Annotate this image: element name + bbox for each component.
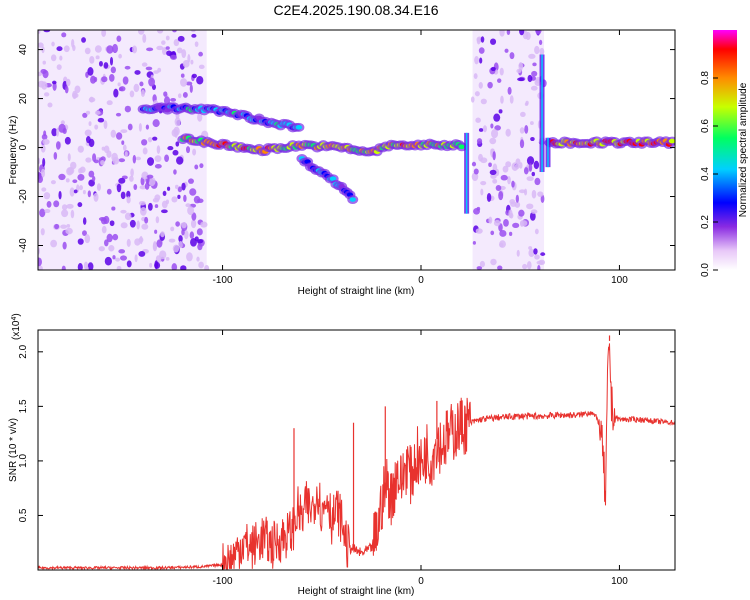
- snr-multiplier: (x104): [11, 313, 23, 340]
- colorbar-tick-label: 0.0: [700, 263, 711, 277]
- spectrogram-ytick-label: 40: [18, 44, 29, 56]
- snr-xtick-label: 0: [418, 576, 424, 587]
- noise-region: [38, 30, 210, 270]
- spectrogram-xtick-label: 0: [418, 275, 424, 286]
- snr-xlabel: Height of straight line (km): [298, 586, 415, 597]
- noise-region: [470, 30, 547, 270]
- spectrogram-xtick-label: 100: [611, 275, 628, 286]
- colorbar-tick-label: 0.2: [700, 215, 711, 229]
- spectrogram-frame: [37, 29, 676, 271]
- colorbar-label: Normalized spectral amplitude: [738, 82, 749, 217]
- signal-feature: [137, 102, 305, 133]
- spectrogram-ytick-label: 0: [18, 144, 29, 150]
- spectrogram-ytick-label: -40: [18, 238, 29, 253]
- spectrogram-ylabel: Frequency (Hz): [8, 116, 19, 185]
- snr-xtick-label: -100: [213, 576, 233, 587]
- colorbar-gradient: [713, 30, 737, 270]
- snr-panel: -100 0 100 0.5 1.0 1.5 2.0 (x104) Height of st…: [8, 313, 676, 597]
- spectrogram-xlabel: Height of straight line (km): [298, 286, 415, 297]
- signal-feature: [177, 133, 468, 157]
- signal-feature: [544, 136, 675, 150]
- signal-feature: [296, 154, 359, 205]
- spectrogram-ytick-label: -20: [18, 189, 29, 204]
- snr-xtick-label: 100: [611, 576, 628, 587]
- snr-series-line: [38, 343, 675, 570]
- snr-ytick-label: 1.0: [18, 454, 29, 468]
- transient-marks: [464, 54, 551, 214]
- spectrogram-xtick-label: -100: [213, 275, 233, 286]
- snr-frame: [37, 329, 676, 571]
- snr-ylabel: SNR (10 * v/v): [8, 418, 19, 482]
- colorbar: 0.0 0.2 0.4 0.6 0.8 Normalized spectral ampl…: [700, 30, 749, 277]
- colorbar-tick-label: 0.4: [700, 167, 711, 181]
- colorbar-tick-label: 0.8: [700, 71, 711, 85]
- snr-ytick-label: 2.0: [18, 344, 29, 358]
- snr-ytick-label: 0.5: [18, 508, 29, 522]
- spectrogram-panel: -100 0 100 40 20 0 -20 -40 Height of straight l…: [8, 29, 676, 297]
- chart-title: C2E4.2025.190.08.34.E16: [273, 2, 438, 18]
- spectrogram-ytick-label: 20: [18, 93, 29, 105]
- colorbar-tick-label: 0.6: [700, 119, 711, 133]
- snr-ytick-label: 1.5: [18, 399, 29, 413]
